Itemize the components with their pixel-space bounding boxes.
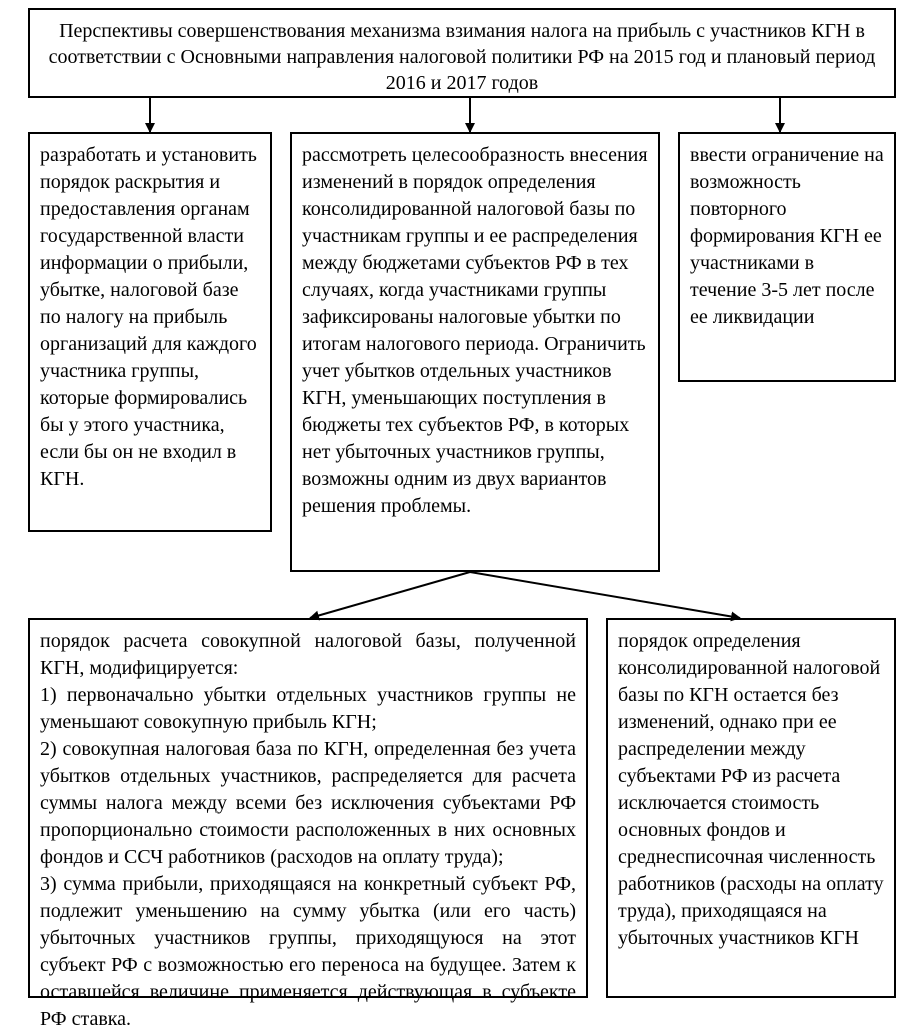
box-right: ввести ограничение на возможность повтор… bbox=[678, 132, 896, 382]
box-bottom-left: порядок расчета совокупной налоговой баз… bbox=[28, 618, 588, 998]
diagram-canvas: Перспективы совершенствования механизма … bbox=[0, 0, 924, 1006]
title-box: Перспективы совершенствования механизма … bbox=[28, 8, 896, 98]
box-center: рассмотреть целесообразность внесения из… bbox=[290, 132, 660, 572]
box-bottom-right: порядок определения консолидированной на… bbox=[606, 618, 896, 998]
box-left: разработать и установить порядок раскрыт… bbox=[28, 132, 272, 532]
